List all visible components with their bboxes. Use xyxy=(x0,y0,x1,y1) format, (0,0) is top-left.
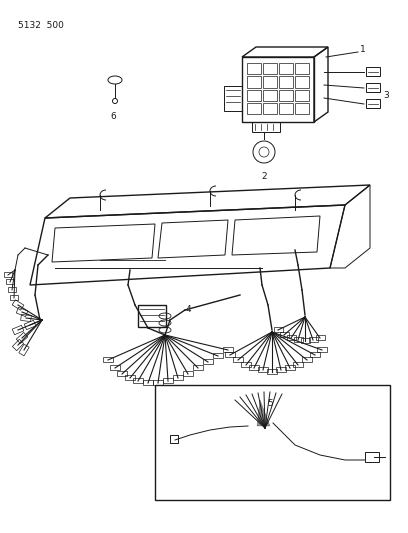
Bar xyxy=(276,367,286,372)
Bar xyxy=(263,76,277,87)
Bar xyxy=(294,337,303,342)
Text: 6: 6 xyxy=(110,112,116,121)
Bar xyxy=(125,375,135,380)
Bar xyxy=(247,103,261,114)
Bar xyxy=(295,63,309,74)
Bar xyxy=(133,378,143,383)
Bar xyxy=(241,362,251,367)
Bar xyxy=(249,365,259,370)
Bar xyxy=(316,335,325,340)
Bar xyxy=(366,83,380,92)
Bar xyxy=(224,86,242,111)
Text: 4: 4 xyxy=(185,305,191,314)
Text: 3: 3 xyxy=(383,91,389,100)
Bar xyxy=(16,308,28,317)
Text: 1: 1 xyxy=(360,45,366,54)
Bar xyxy=(12,300,24,310)
Bar xyxy=(263,103,277,114)
Bar xyxy=(21,314,31,321)
Bar xyxy=(16,333,28,344)
Bar xyxy=(155,385,390,500)
Bar xyxy=(8,287,16,292)
Bar xyxy=(225,352,235,357)
Bar xyxy=(366,67,380,76)
Bar xyxy=(103,357,113,362)
Bar xyxy=(213,353,223,358)
Bar xyxy=(170,435,178,443)
Bar xyxy=(203,359,213,364)
Bar xyxy=(247,63,261,74)
Bar xyxy=(263,63,277,74)
Bar xyxy=(252,122,280,132)
Bar xyxy=(242,57,314,122)
Bar xyxy=(10,295,18,300)
Bar xyxy=(279,63,293,74)
Bar xyxy=(285,365,295,370)
Bar xyxy=(301,338,310,343)
Bar xyxy=(293,362,303,367)
Bar xyxy=(302,357,312,362)
Bar xyxy=(274,327,283,332)
Bar xyxy=(163,378,173,383)
Bar xyxy=(233,357,243,362)
Bar xyxy=(173,375,183,380)
Bar xyxy=(279,90,293,101)
Bar xyxy=(295,90,309,101)
Bar xyxy=(279,76,293,87)
Bar xyxy=(6,279,14,284)
Bar xyxy=(110,365,120,370)
Bar xyxy=(138,305,166,327)
Bar xyxy=(4,272,12,277)
Bar xyxy=(309,337,318,342)
Bar xyxy=(193,365,203,370)
Bar xyxy=(267,369,277,374)
Polygon shape xyxy=(257,400,270,426)
Bar xyxy=(153,380,163,385)
Bar xyxy=(365,452,379,462)
Bar xyxy=(295,103,309,114)
Bar xyxy=(143,380,153,385)
Bar xyxy=(247,76,261,87)
Bar xyxy=(117,371,127,376)
Bar xyxy=(183,371,193,376)
Text: 5132  500: 5132 500 xyxy=(18,21,64,30)
Bar xyxy=(317,347,327,352)
Text: 5: 5 xyxy=(267,399,273,408)
Bar xyxy=(295,76,309,87)
Bar xyxy=(279,103,293,114)
Bar xyxy=(263,90,277,101)
Bar xyxy=(12,340,24,351)
Bar xyxy=(223,347,233,352)
Bar xyxy=(258,367,268,372)
Bar xyxy=(24,320,36,330)
Bar xyxy=(280,332,289,337)
Text: 2: 2 xyxy=(261,172,267,181)
Bar xyxy=(287,335,296,340)
Bar xyxy=(310,352,320,357)
Bar xyxy=(366,99,380,108)
Bar xyxy=(12,325,24,335)
Bar xyxy=(19,344,29,356)
Bar xyxy=(247,90,261,101)
